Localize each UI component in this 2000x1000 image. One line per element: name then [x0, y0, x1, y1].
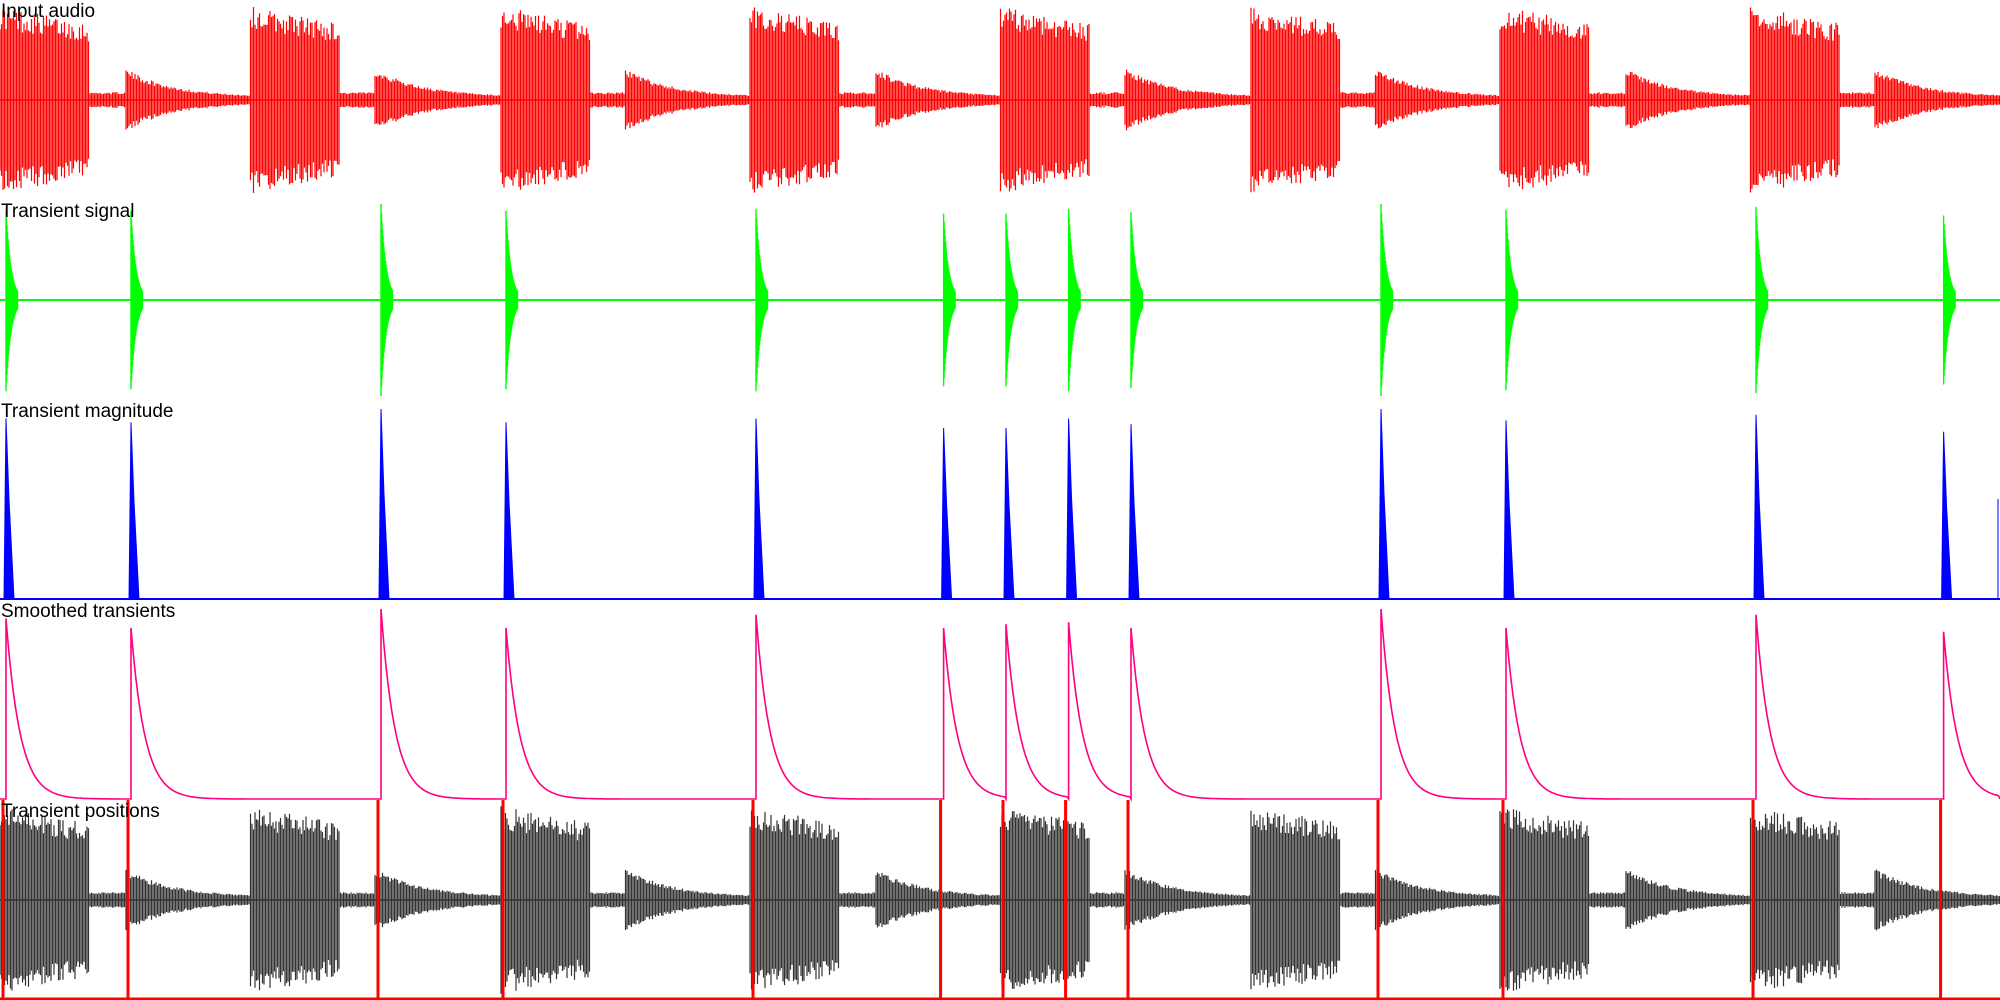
transient-magnitude-series: [0, 408, 2000, 600]
panel-title-transient-signal: Transient signal: [1, 201, 135, 222]
panel-title-transient-magnitude: Transient magnitude: [1, 401, 174, 422]
transient-position-line: [0, 800, 2000, 1000]
transient-signal-burst: [5, 208, 19, 392]
panel-title-input-audio: Input audio: [1, 1, 96, 22]
transient-signal-burst: [505, 210, 519, 390]
transient-signal-burst: [1380, 204, 1394, 396]
panel-title-smoothed-transients: Smoothed transients: [1, 601, 176, 622]
transient-signal-burst: [942, 213, 956, 387]
transient-signal-burst: [380, 204, 394, 396]
transient-signal-burst: [1067, 208, 1081, 392]
transient-magnitude-spike: [1003, 427, 1015, 600]
transient-position-markers: [0, 800, 2000, 1000]
transient-signal-burst: [1942, 215, 1956, 385]
transient-magnitude-spike: [1066, 418, 1078, 600]
transient-signal-burst: [1755, 206, 1769, 394]
transient-magnitude-spike: [941, 427, 953, 600]
transient-signal-series: [0, 204, 2000, 396]
transient-signal-burst: [755, 208, 769, 392]
transient-magnitude-spike: [1128, 424, 1140, 600]
transient-signal-burst: [130, 210, 144, 390]
transient-magnitude-spike: [1503, 420, 1515, 600]
smoothed-transients-line: [0, 608, 2000, 802]
waveform-0: [0, 7, 2000, 193]
transient-magnitude-spike: [1753, 414, 1765, 600]
transient-magnitude-spike: [503, 422, 515, 600]
transient-magnitude-spike: [1378, 408, 1390, 600]
transient-magnitude-spike: [753, 418, 765, 600]
panel-title-transient-positions: Transient positions: [1, 801, 160, 822]
transient-signal-burst: [1005, 213, 1019, 387]
waveform-4: [0, 806, 2000, 994]
transient-signal-burst: [1505, 209, 1519, 391]
transient-signal-burst: [1130, 211, 1144, 389]
smoothed-transients-series: [0, 608, 2000, 802]
transient-magnitude-spike: [378, 408, 390, 600]
transient-magnitude-spike: [1941, 431, 1953, 600]
transient-magnitude-spike: [3, 418, 15, 600]
transient-magnitude-spike: [128, 422, 140, 600]
